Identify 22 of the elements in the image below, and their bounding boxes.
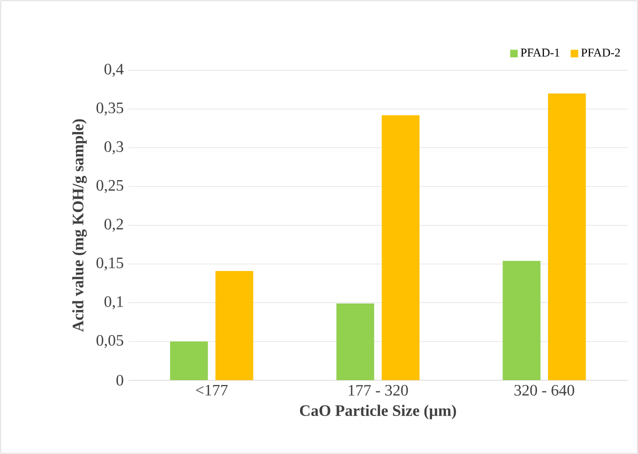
bar: [215, 271, 254, 380]
bar: [548, 94, 586, 380]
x-tick-label: 177 - 320: [348, 384, 408, 396]
x-tick-label: 320 - 640: [514, 384, 574, 396]
y-tick-label: 0,1: [104, 296, 123, 310]
y-tick-label: 0,15: [96, 258, 124, 271]
y-axis-title: Acid value (mg KOH/g sample): [72, 119, 87, 332]
x-tick-label: <177: [196, 384, 228, 396]
y-tick-label: 0,3: [104, 141, 124, 154]
y-tick-label: 0,35: [96, 102, 124, 116]
legend-label: PFAD-1: [520, 48, 560, 57]
bar: [382, 115, 420, 380]
bar: [170, 342, 208, 380]
bar: [336, 304, 374, 380]
y-tick-label: 0,05: [96, 334, 124, 348]
bar: [502, 260, 540, 380]
x-axis-title: CaO Particle Size (µm): [300, 404, 456, 420]
y-tick-label: 0,25: [96, 180, 124, 194]
legend-label: PFAD-2: [581, 48, 620, 57]
y-tick-label: 0: [116, 374, 124, 386]
y-tick-label: 0,4: [104, 64, 124, 77]
y-tick-label: 0,2: [104, 218, 123, 232]
